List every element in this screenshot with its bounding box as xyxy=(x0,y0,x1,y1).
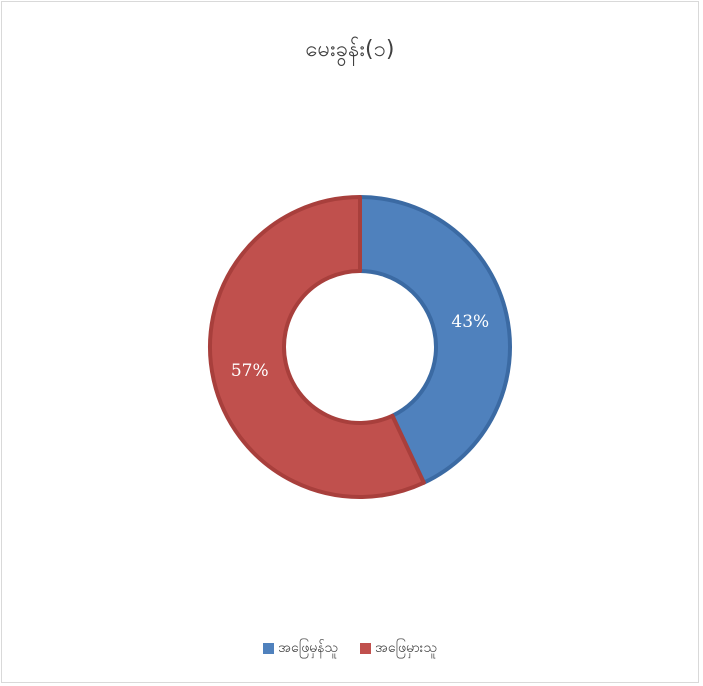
chart-legend: အဖြေမှန်သူ အဖြေမှားသူ xyxy=(2,638,698,659)
legend-label-correct: အဖြေမှန်သူ xyxy=(278,640,338,656)
legend-item-wrong: အဖြေမှားသူ xyxy=(359,638,437,659)
legend-swatch-blue xyxy=(263,643,275,654)
legend-swatch-red xyxy=(359,643,371,654)
data-labels-group: 43% 57% xyxy=(231,312,489,381)
slice-wrong xyxy=(208,195,426,499)
data-label-wrong: 57% xyxy=(231,361,269,381)
legend-item-correct: အဖြေမှန်သူ xyxy=(263,638,338,659)
slices-group xyxy=(208,195,512,499)
legend-label-wrong: အဖြေမှားသူ xyxy=(374,640,437,656)
data-label-correct: 43% xyxy=(451,312,489,332)
slice-correct xyxy=(358,195,512,485)
chart-title: မေးခွန်း(၁) xyxy=(305,37,395,62)
